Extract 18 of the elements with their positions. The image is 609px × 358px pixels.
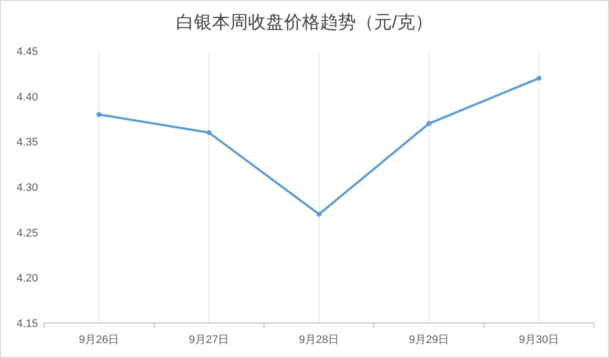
x-tick-label: 9月27日 [188, 334, 230, 346]
y-tick-label: 4.30 [16, 182, 38, 194]
point [96, 112, 102, 117]
y-tick-label: 4.40 [16, 91, 38, 104]
x-tick-label: 9月28日 [298, 334, 340, 346]
x-tick-label: 9月29日 [408, 334, 450, 346]
y-tick-label: 4.45 [16, 46, 38, 58]
x-tick-label: 9月26日 [78, 334, 120, 346]
y-tick-label: 4.20 [16, 272, 38, 285]
y-tick-label: 4.25 [16, 227, 38, 240]
y-tick-label: 4.15 [16, 318, 38, 330]
y-tick-label: 4.35 [16, 136, 38, 149]
point [426, 121, 432, 126]
chart-title: 白银本周收盘价格趋势（元/克） [176, 12, 434, 32]
point [316, 212, 322, 217]
x-tick-label: 9月30日 [518, 334, 560, 346]
point [206, 130, 212, 136]
point [536, 76, 542, 81]
